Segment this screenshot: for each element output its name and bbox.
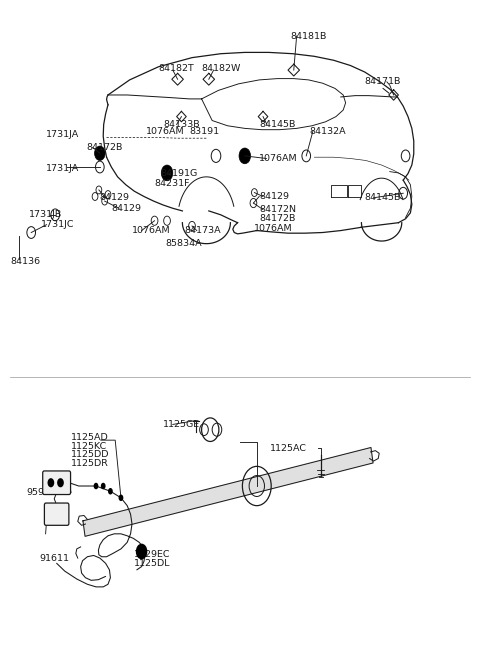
- Text: 85834A: 85834A: [166, 239, 202, 248]
- Text: 84172B: 84172B: [86, 143, 123, 152]
- FancyBboxPatch shape: [43, 471, 71, 495]
- Text: 84182T: 84182T: [158, 64, 194, 73]
- Text: 84145B: 84145B: [365, 193, 401, 202]
- Circle shape: [101, 483, 106, 489]
- Text: 95920L: 95920L: [26, 488, 61, 497]
- Text: 1731JA: 1731JA: [46, 164, 79, 174]
- Circle shape: [48, 478, 54, 487]
- Text: 84129: 84129: [112, 204, 142, 213]
- Circle shape: [119, 495, 123, 501]
- Text: 1076AM: 1076AM: [253, 224, 292, 233]
- Text: 83191: 83191: [190, 126, 220, 136]
- Circle shape: [136, 544, 147, 559]
- Text: 84136: 84136: [11, 257, 41, 267]
- Text: 91611: 91611: [39, 553, 69, 563]
- Circle shape: [95, 146, 105, 160]
- Text: 84132A: 84132A: [310, 126, 346, 136]
- Polygon shape: [83, 447, 373, 536]
- Circle shape: [94, 483, 98, 489]
- Circle shape: [57, 478, 64, 487]
- Text: 84231F: 84231F: [155, 179, 190, 188]
- Text: 1731JC: 1731JC: [41, 220, 74, 229]
- Text: 1731JA: 1731JA: [46, 130, 79, 139]
- Text: 84191G: 84191G: [161, 169, 198, 178]
- Text: 84129: 84129: [259, 192, 289, 201]
- Text: 1125AC: 1125AC: [270, 444, 307, 453]
- Text: 1125DR: 1125DR: [71, 458, 109, 468]
- Circle shape: [108, 488, 113, 495]
- Text: 1731JB: 1731JB: [29, 210, 62, 219]
- Text: 84172B: 84172B: [259, 214, 296, 223]
- Text: 1129EC: 1129EC: [133, 550, 170, 559]
- Text: 84182W: 84182W: [202, 64, 241, 73]
- Text: 1076AM: 1076AM: [259, 154, 298, 163]
- FancyBboxPatch shape: [44, 503, 69, 525]
- Text: 84145B: 84145B: [259, 120, 296, 129]
- Text: 1125GE: 1125GE: [163, 420, 200, 429]
- Text: 1076AM: 1076AM: [132, 226, 170, 235]
- Text: 84172N: 84172N: [259, 205, 296, 214]
- Text: 84181B: 84181B: [290, 31, 327, 41]
- Text: 84129: 84129: [100, 193, 130, 202]
- Text: 84133B: 84133B: [163, 120, 200, 129]
- Text: 1125DL: 1125DL: [133, 559, 170, 568]
- Text: 84171B: 84171B: [365, 77, 401, 86]
- Circle shape: [239, 148, 251, 164]
- Text: 1125KC: 1125KC: [71, 441, 108, 451]
- Circle shape: [161, 165, 173, 181]
- Text: 1125AD: 1125AD: [71, 433, 109, 442]
- Text: 1125DD: 1125DD: [71, 450, 109, 459]
- Text: 1076AM: 1076AM: [146, 126, 185, 136]
- Text: 84173A: 84173A: [185, 226, 221, 235]
